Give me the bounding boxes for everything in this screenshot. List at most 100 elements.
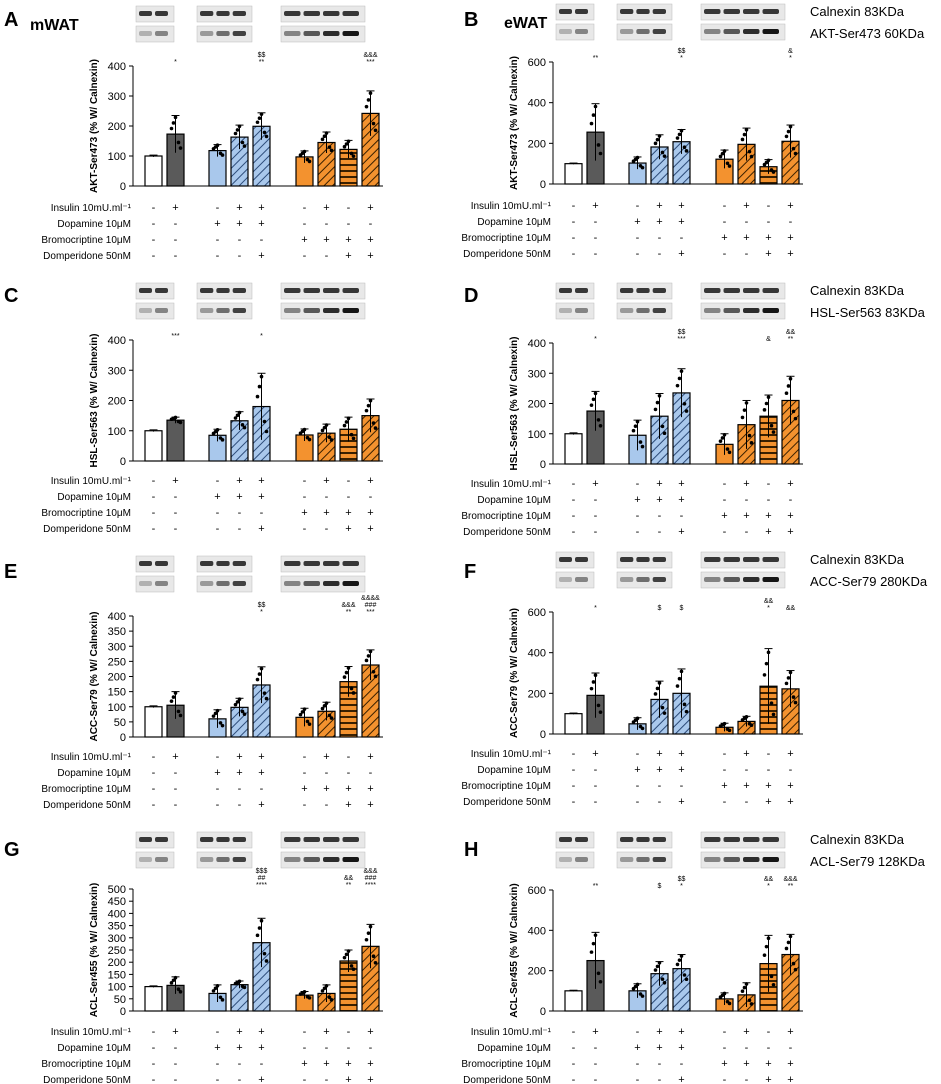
data-point [255, 677, 260, 682]
condition-sign: - [636, 1026, 640, 1038]
data-point [215, 428, 220, 432]
data-point [351, 436, 356, 441]
significance-marker: $$ [678, 48, 686, 55]
significance-marker: ** [788, 883, 794, 890]
data-point [262, 130, 267, 135]
significance-marker: $$ [258, 602, 266, 609]
blot-band [620, 308, 634, 313]
data-point [371, 421, 376, 425]
blot-band [620, 9, 634, 14]
condition-sign: + [367, 523, 373, 535]
data-point [368, 924, 373, 929]
data-point [764, 944, 769, 949]
condition-sign: + [787, 780, 793, 792]
condition-sign: - [745, 1074, 749, 1084]
condition-sign: + [236, 475, 242, 487]
condition-sign: - [216, 250, 220, 262]
blot-band [284, 31, 301, 36]
condition-sign: - [723, 1074, 727, 1084]
condition-sign: + [787, 478, 793, 490]
condition-sign: + [323, 1058, 329, 1070]
condition-label: Bromocriptine 10μM [41, 1059, 131, 1070]
condition-sign: - [347, 1042, 351, 1054]
data-point [349, 151, 354, 156]
data-point [640, 726, 645, 731]
data-point [344, 670, 349, 675]
western-blot-strip [555, 23, 595, 41]
data-point [718, 439, 723, 443]
condition-sign: + [656, 748, 662, 760]
condition-sign: + [301, 1058, 307, 1070]
condition-sign: - [636, 780, 640, 792]
data-point [257, 116, 262, 120]
blot-band [232, 857, 246, 862]
condition-sign: + [258, 202, 264, 214]
data-point [771, 170, 776, 174]
data-point [679, 369, 684, 373]
data-point [684, 149, 689, 153]
data-point [725, 447, 730, 451]
condition-sign: - [347, 491, 351, 503]
data-point [351, 154, 356, 158]
condition-sign: + [258, 799, 264, 811]
condition-sign: - [216, 1074, 220, 1084]
y-tick-label: 400 [528, 98, 546, 110]
data-point [320, 428, 325, 433]
data-point [769, 423, 774, 428]
data-point [766, 158, 771, 163]
data-point [598, 710, 603, 714]
data-point [298, 712, 303, 717]
condition-sign: - [238, 1074, 242, 1084]
condition-sign: + [258, 1042, 264, 1054]
data-point [302, 149, 307, 154]
data-point [366, 403, 371, 408]
data-point [342, 955, 347, 960]
condition-sign: - [216, 799, 220, 811]
data-point [682, 702, 687, 707]
condition-sign: - [745, 216, 749, 228]
significance-marker: & [766, 336, 771, 343]
blot-band [762, 308, 779, 313]
data-point [220, 438, 225, 442]
condition-sign: + [367, 1026, 373, 1038]
blot-label: Calnexin 83KDa [810, 832, 905, 847]
condition-sign: + [172, 202, 178, 214]
data-point [591, 680, 596, 684]
data-point [662, 711, 667, 715]
blot-band [723, 29, 740, 34]
condition-label: Dopamine 10μM [57, 768, 131, 779]
data-point [662, 431, 667, 436]
data-point [302, 707, 307, 711]
condition-sign: + [678, 216, 684, 228]
y-tick-label: 400 [108, 611, 126, 623]
blot-band [232, 288, 246, 293]
data-point [791, 409, 796, 414]
data-point [215, 708, 220, 713]
y-tick-label: 50 [114, 994, 126, 1006]
y-tick-label: 0 [120, 1006, 126, 1018]
data-point [653, 407, 658, 412]
data-point [373, 426, 378, 430]
blot-band [303, 308, 320, 313]
condition-sign: + [345, 234, 351, 246]
condition-sign: + [345, 783, 351, 795]
data-point [660, 977, 665, 981]
condition-sign: - [152, 475, 156, 487]
data-point [349, 964, 354, 968]
condition-sign: - [767, 200, 771, 212]
data-point [740, 415, 745, 420]
blot-band [743, 308, 760, 313]
data-point [762, 953, 767, 957]
data-point [722, 721, 727, 726]
condition-label: Bromocriptine 10μM [461, 1059, 551, 1070]
condition-label: Insulin 10mU.ml⁻¹ [471, 1027, 552, 1038]
data-point [176, 709, 181, 714]
y-tick-label: 300 [108, 641, 126, 653]
condition-sign: - [658, 248, 662, 260]
data-point [169, 699, 174, 703]
data-point [368, 398, 373, 403]
condition-sign: + [172, 1026, 178, 1038]
significance-marker: *** [366, 59, 374, 66]
blot-band [620, 557, 634, 562]
blot-band [200, 11, 214, 16]
